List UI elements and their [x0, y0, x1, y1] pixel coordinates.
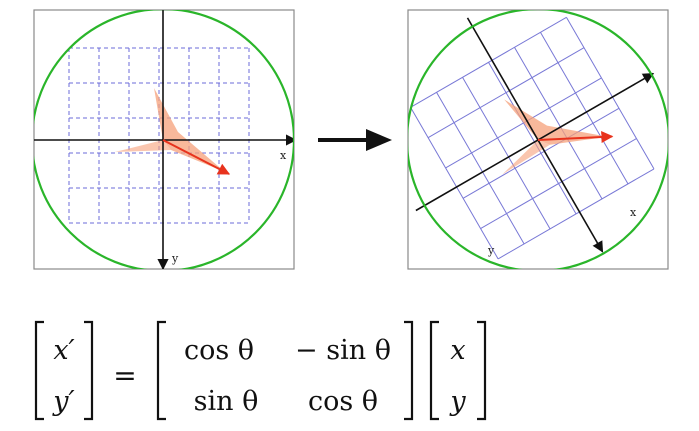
rhs-x: x — [450, 335, 465, 366]
lhs-y-prime: y′ — [52, 386, 74, 417]
left-panel-content — [34, 10, 294, 269]
arrowhead-shape — [502, 99, 608, 175]
grid-line — [488, 62, 577, 215]
grid-line — [566, 17, 655, 170]
lhs-vector: x′ y′ — [34, 320, 94, 421]
right-panel-content — [408, 10, 668, 269]
axes — [34, 10, 294, 269]
right-panel: x y — [407, 9, 669, 270]
rotation-equation: x′ y′ = cos θ − sin θ sin θ cos θ x y — [34, 320, 487, 421]
grid-line — [480, 138, 637, 230]
left-x-axis-label: x — [280, 149, 287, 162]
shape-lower-lobe — [115, 140, 171, 152]
grid-line — [410, 16, 567, 108]
lhs-x-prime: x′ — [53, 335, 74, 366]
coordinate-grid — [68, 47, 250, 224]
grid-line — [514, 47, 603, 200]
grid-line — [462, 107, 620, 199]
transition-arrow — [318, 129, 392, 151]
grid-line — [462, 77, 551, 230]
rhs-vector: x y — [429, 320, 487, 421]
grid-line — [427, 47, 585, 139]
grid-line — [445, 77, 602, 169]
matrix-neg-sin-theta: − sin θ — [295, 335, 391, 366]
grid-line — [410, 107, 499, 260]
x-axis — [415, 72, 655, 212]
left-y-axis-label: y — [171, 252, 179, 265]
shape-upper-lobe — [504, 99, 608, 145]
matrix-sin-theta: sin θ — [194, 386, 259, 417]
grid-line — [497, 168, 655, 260]
arrowhead-shape — [115, 88, 225, 172]
grid-line — [436, 92, 525, 245]
grid-line — [540, 32, 629, 185]
direction-vector — [537, 130, 614, 143]
equals-sign: = — [113, 359, 136, 392]
coordinate-grid — [410, 16, 655, 260]
matrix-cos-theta-bottom: cos θ — [308, 386, 378, 417]
shape-upper-lobe — [154, 88, 225, 172]
rhs-y: y — [449, 386, 466, 417]
y-axis — [466, 17, 604, 253]
direction-vector — [162, 139, 231, 175]
rotation-matrix: cos θ − sin θ sin θ cos θ — [156, 320, 414, 421]
right-y-axis-label: y — [487, 244, 495, 257]
left-panel: x y — [33, 9, 295, 270]
matrix-cos-theta-top: cos θ — [184, 335, 254, 366]
shape-lower-lobe — [502, 140, 550, 175]
axes — [415, 17, 655, 253]
right-x-axis-label: x — [630, 206, 637, 219]
